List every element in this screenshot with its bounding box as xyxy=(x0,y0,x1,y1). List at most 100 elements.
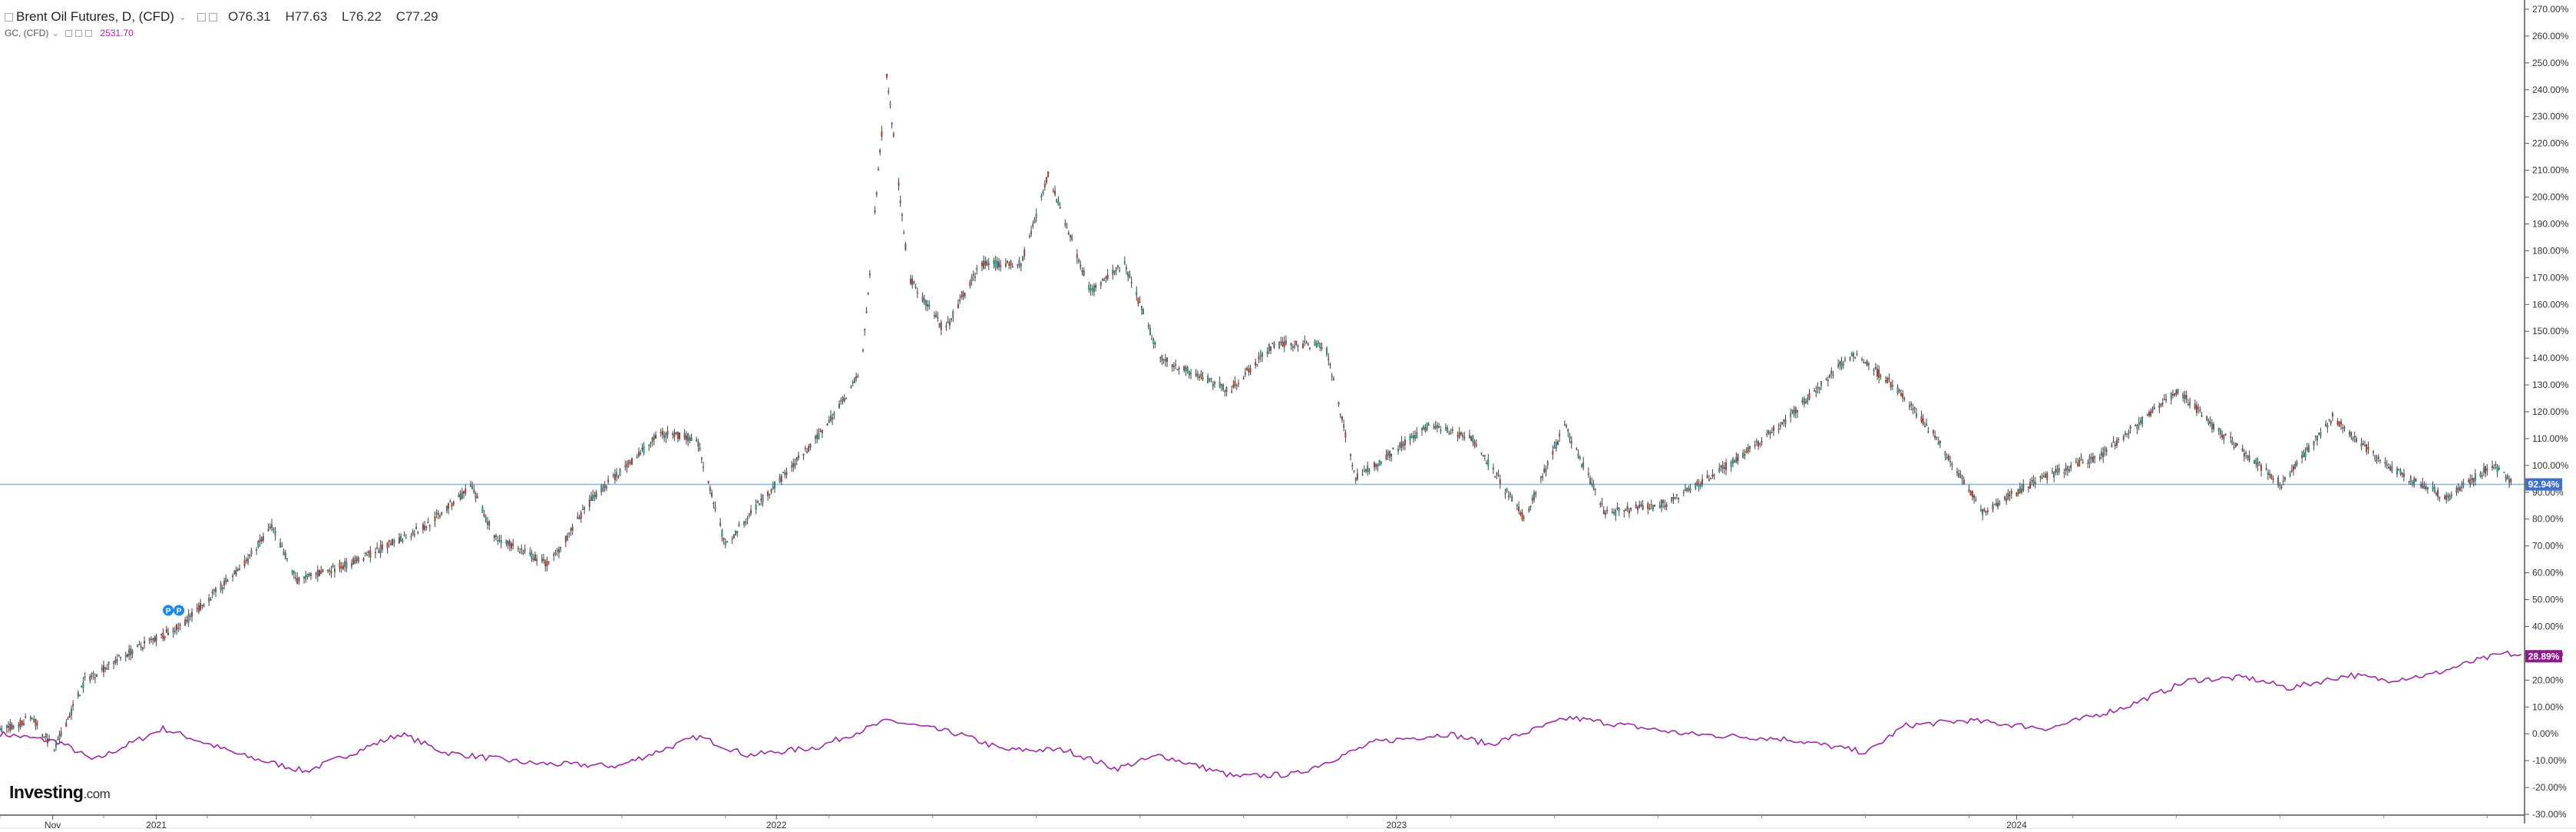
candle xyxy=(1546,462,1549,466)
candle xyxy=(2283,477,2286,480)
candle xyxy=(1961,475,1963,479)
candle xyxy=(1934,436,1936,439)
candle xyxy=(1214,382,1216,384)
candle xyxy=(271,524,273,529)
candle xyxy=(853,378,855,383)
candle xyxy=(1350,454,1352,456)
candle xyxy=(1956,471,1958,473)
candle xyxy=(818,433,820,439)
visibility-icon[interactable] xyxy=(197,12,206,22)
candle xyxy=(663,435,666,438)
candle xyxy=(1518,506,1520,512)
candle xyxy=(909,279,911,284)
candle xyxy=(33,719,35,723)
candle xyxy=(2290,469,2293,472)
candle xyxy=(750,510,752,514)
candle xyxy=(471,486,473,489)
candle xyxy=(1280,341,1282,343)
candle xyxy=(1985,511,1987,513)
candle xyxy=(1531,497,1533,501)
candle xyxy=(588,499,590,507)
candle xyxy=(1769,432,1771,435)
candle xyxy=(2158,405,2161,408)
close-icon[interactable] xyxy=(85,29,93,37)
candle xyxy=(1448,433,1450,435)
candle xyxy=(500,540,502,544)
chevron-down-icon[interactable]: ⌄ xyxy=(51,28,60,38)
candle xyxy=(2474,473,2476,481)
candle xyxy=(213,589,215,592)
candle xyxy=(55,743,57,747)
candle xyxy=(189,615,191,617)
candle xyxy=(1427,424,1430,426)
candle xyxy=(1721,465,1724,469)
candle xyxy=(1071,237,1073,240)
candle xyxy=(512,543,514,546)
candle xyxy=(316,570,319,577)
candle xyxy=(303,576,305,578)
candle xyxy=(58,734,61,740)
candle xyxy=(92,672,94,675)
candle xyxy=(521,549,523,550)
candle xyxy=(128,648,131,657)
candle xyxy=(1878,370,1880,378)
candle xyxy=(638,452,640,456)
candle xyxy=(81,686,83,688)
chevron-down-icon[interactable]: ⌄ xyxy=(178,12,187,22)
candle xyxy=(855,376,858,379)
logo-domain: .com xyxy=(83,787,111,801)
candle xyxy=(1278,342,1281,349)
candle xyxy=(1664,505,1666,507)
candle xyxy=(1402,444,1404,446)
candle xyxy=(1090,288,1092,290)
candle xyxy=(274,531,276,535)
candle xyxy=(2112,441,2115,443)
legend-secondary-row: GC, (CFD) ⌄ 2531.70 xyxy=(5,26,449,40)
legend-main-title[interactable]: Brent Oil Futures, D, (CFD) xyxy=(16,9,174,24)
settings-icon[interactable] xyxy=(208,12,217,22)
candle xyxy=(735,530,736,535)
candle xyxy=(2506,476,2508,479)
candle xyxy=(850,386,852,388)
candle xyxy=(1951,463,1953,466)
candle xyxy=(707,481,709,483)
candle xyxy=(969,281,971,286)
candle xyxy=(2422,482,2424,489)
candle xyxy=(1946,457,1948,459)
y-tick-label: 180.00% xyxy=(2532,245,2569,256)
candle xyxy=(1684,489,1686,491)
candle xyxy=(140,646,142,648)
collapse-icon[interactable] xyxy=(5,12,13,22)
candle xyxy=(77,692,79,697)
candle xyxy=(164,636,166,638)
candle xyxy=(724,542,726,545)
candle xyxy=(1219,382,1221,389)
candle xyxy=(1076,254,1078,258)
candle xyxy=(1069,234,1071,237)
candle xyxy=(1896,386,1899,394)
visibility-icon[interactable] xyxy=(65,29,73,37)
candle xyxy=(1043,184,1046,187)
candle xyxy=(495,535,497,538)
candle xyxy=(412,531,414,535)
candle xyxy=(1470,436,1473,441)
settings-icon[interactable] xyxy=(75,29,83,37)
candle xyxy=(1523,517,1525,519)
candle xyxy=(1749,446,1751,449)
candle xyxy=(9,723,12,731)
candle xyxy=(82,682,84,688)
candle xyxy=(767,492,769,496)
candle xyxy=(1794,407,1797,413)
candle xyxy=(2331,413,2333,416)
legend-secondary-title[interactable]: GC, (CFD) xyxy=(5,28,49,38)
candle xyxy=(2415,479,2417,482)
candle xyxy=(592,495,594,501)
candle xyxy=(1434,426,1437,429)
candle xyxy=(1552,450,1554,456)
candle xyxy=(1064,223,1066,226)
candle xyxy=(1587,472,1589,476)
candle xyxy=(1543,469,1546,472)
candle xyxy=(322,568,324,572)
candle xyxy=(875,192,878,195)
